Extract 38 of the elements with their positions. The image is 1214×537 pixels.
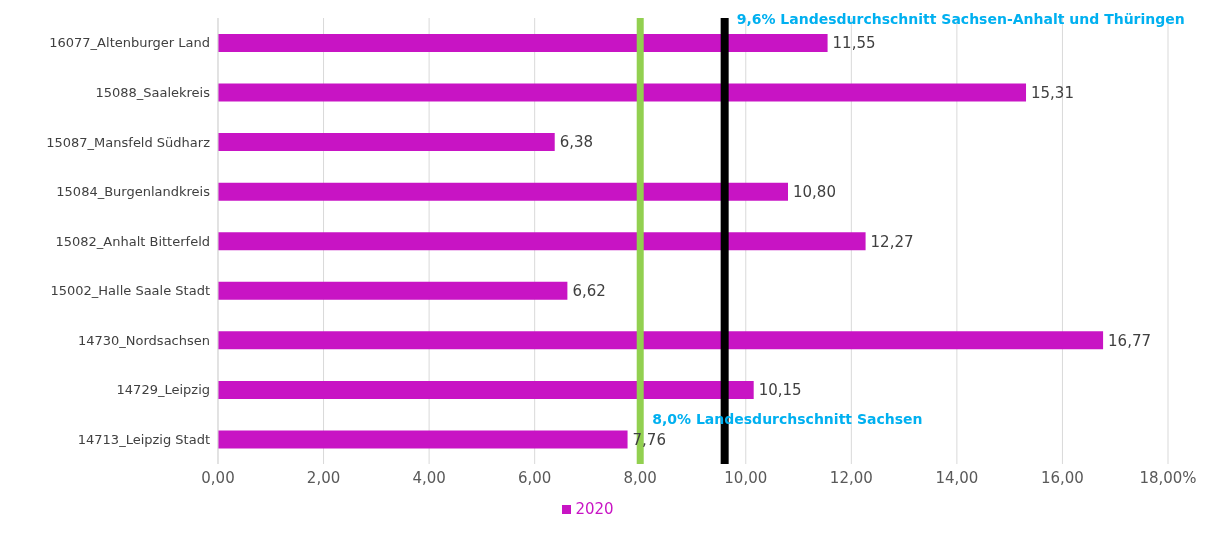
y-tick-label: 15088_Saalekreis [95, 84, 211, 100]
x-tick-label: 0,00 [201, 468, 235, 487]
x-tick-label: 10,00 [724, 468, 768, 487]
bar [218, 83, 1027, 102]
data-label: 15,31 [1031, 83, 1074, 102]
x-tick-label: 6,00 [517, 468, 552, 487]
y-tick-label: 14729_Leipzig [116, 382, 210, 398]
bar [218, 34, 828, 52]
data-label: 6,38 [559, 133, 594, 152]
x-tick-label: 8,00 [623, 468, 657, 487]
x-tick-label: 2,00 [306, 468, 341, 487]
bar [218, 133, 555, 152]
bar [218, 182, 788, 201]
data-label: 6,62 [572, 282, 606, 301]
y-tick-label: 15002_Halle Saale Stadt [50, 283, 210, 299]
y-tick-label: 15087_Mansfeld Südharz [46, 134, 211, 150]
data-label: 10,80 [793, 182, 836, 201]
x-tick-label: 12,00 [829, 468, 873, 487]
y-tick-label: 15082_Anhalt Bitterfeld [55, 233, 210, 249]
x-tick-label: 16,00 [1040, 468, 1084, 487]
y-tick-label: 15084_Burgenlandkreis [56, 184, 211, 200]
y-tick-label: 16077_Altenburger Land [49, 35, 210, 51]
bar [218, 430, 628, 449]
x-tick-label: 4,00 [412, 468, 446, 487]
data-label: 12,27 [870, 232, 914, 251]
bar [218, 232, 866, 251]
y-tick-label: 14730_Nordsachsen [77, 332, 210, 348]
bar [218, 380, 754, 399]
data-label: 11,55 [832, 34, 876, 53]
bar [218, 331, 1104, 350]
legend-label: 2020 [575, 500, 614, 518]
data-label: 16,77 [1108, 331, 1152, 350]
ref-line-label: 9,6% Landesdurchschnitt Sachsen-Anhalt und Thüringen [736, 11, 1185, 27]
x-tick-label: 14,00 [935, 468, 979, 487]
data-label: 10,15 [758, 381, 802, 400]
y-tick-label: 14713_Leipzig Stadt [77, 431, 210, 447]
bar [218, 281, 568, 300]
x-tick-label: 18,00% [1139, 468, 1197, 487]
